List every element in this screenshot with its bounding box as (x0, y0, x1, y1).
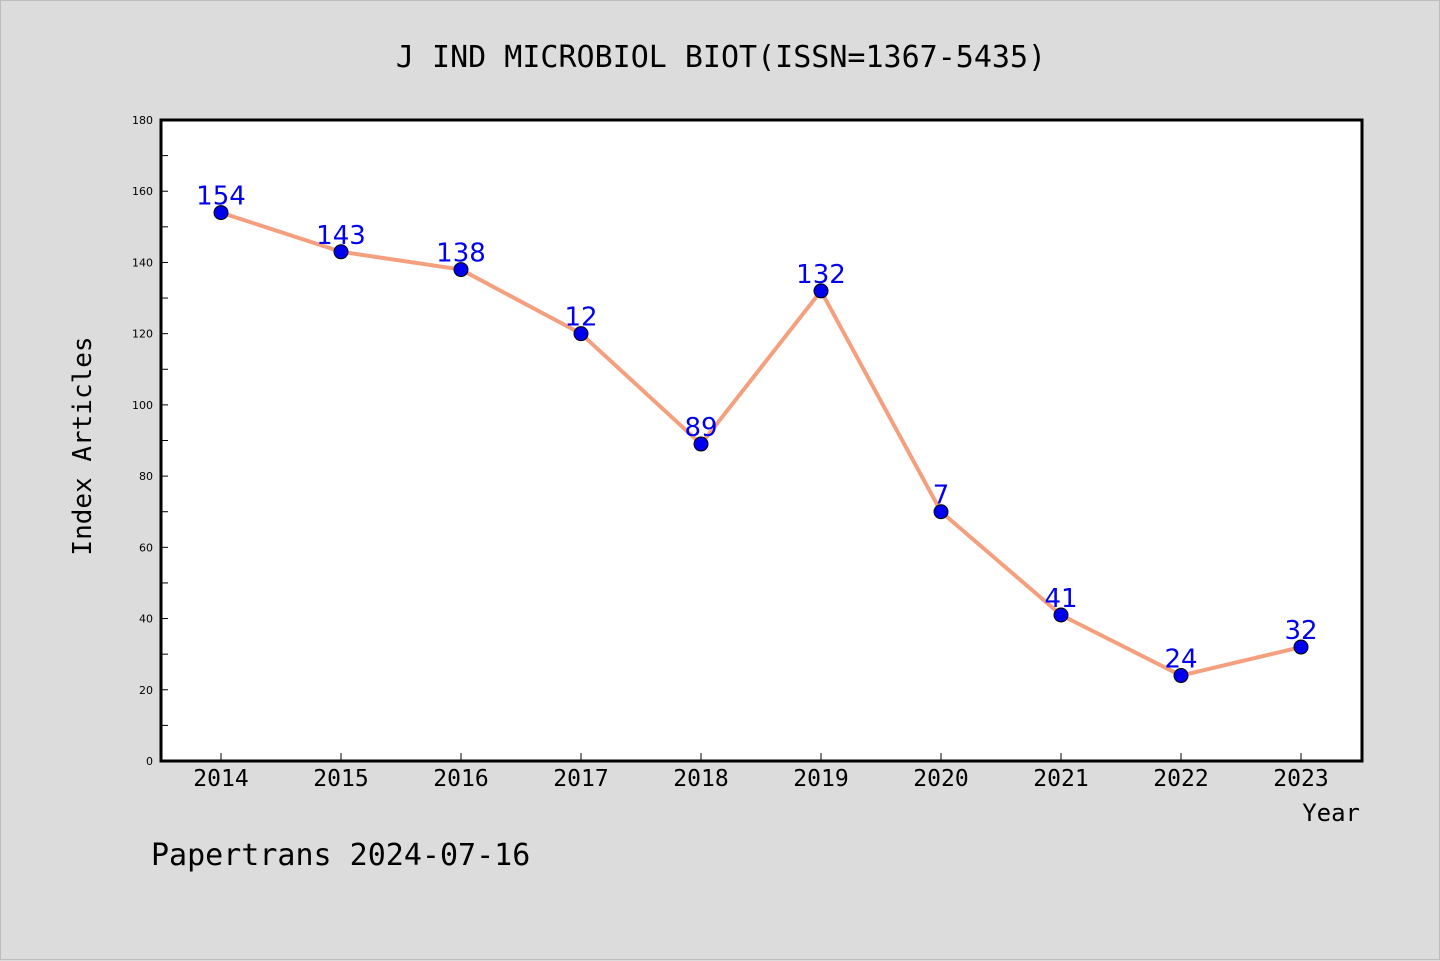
y-tick-label: 180 (132, 114, 153, 127)
y-tick-label: 80 (139, 470, 153, 483)
y-tick-label: 40 (139, 613, 153, 626)
y-tick-label: 120 (132, 328, 153, 341)
data-point-marker (1173, 668, 1189, 684)
data-point-marker (333, 244, 349, 260)
data-point-label: 143 (316, 221, 366, 251)
y-tick-label: 20 (139, 684, 153, 697)
x-tick-label: 2015 (313, 766, 368, 792)
y-axis-label: Index Articles (68, 336, 98, 555)
x-tick-label: 2017 (553, 766, 608, 792)
footer-text: Papertrans 2024-07-16 (151, 838, 530, 873)
y-tick-label: 100 (132, 399, 153, 412)
x-tick-label: 2022 (1153, 766, 1208, 792)
y-tick-label: 0 (146, 755, 153, 768)
x-tick-label: 2020 (913, 766, 968, 792)
y-tick-label: 140 (132, 256, 153, 269)
data-point-label: 12 (564, 303, 597, 333)
data-point-label: 32 (1284, 616, 1317, 646)
x-axis-label: Year (1302, 799, 1360, 827)
y-tick-label: 160 (132, 185, 153, 198)
data-point-label: 24 (1164, 645, 1197, 675)
x-tick-label: 2023 (1273, 766, 1328, 792)
x-tick-label: 2019 (793, 766, 848, 792)
data-point-marker (453, 262, 469, 278)
series-line (220, 210, 1302, 678)
data-point-label: 7 (933, 481, 950, 511)
data-point-marker (213, 205, 229, 221)
data-point-label: 132 (796, 260, 846, 290)
data-point-label: 154 (196, 182, 246, 212)
data-point-label: 41 (1044, 584, 1077, 614)
data-point-label: 89 (684, 413, 717, 443)
plot-area (159, 118, 1364, 763)
data-point-label: 138 (436, 239, 486, 269)
data-point-marker (933, 504, 949, 520)
x-tick-label: 2021 (1033, 766, 1088, 792)
y-axis: 0 20 40 60 80 100 120 140 160 180 (132, 114, 168, 768)
data-point-marker (573, 326, 589, 342)
data-labels-layer: 154 143 138 12 89 132 7 41 24 32 (196, 182, 1317, 675)
chart-title: J IND MICROBIOL BIOT(ISSN=1367-5435) (396, 40, 1046, 75)
x-axis: 2014 2015 2016 2017 2018 2019 2020 2021 2022 2023 (193, 753, 1329, 792)
x-tick-label: 2014 (193, 766, 248, 792)
data-point-marker (1293, 639, 1309, 655)
data-point-marker (813, 283, 829, 299)
y-tick-label: 60 (139, 541, 153, 554)
data-point-marker (693, 436, 709, 452)
data-point-marker (1053, 607, 1069, 623)
markers-layer (213, 205, 1309, 684)
x-tick-label: 2016 (433, 766, 488, 792)
series-line-layer (220, 210, 1302, 678)
x-tick-label: 2018 (673, 766, 728, 792)
